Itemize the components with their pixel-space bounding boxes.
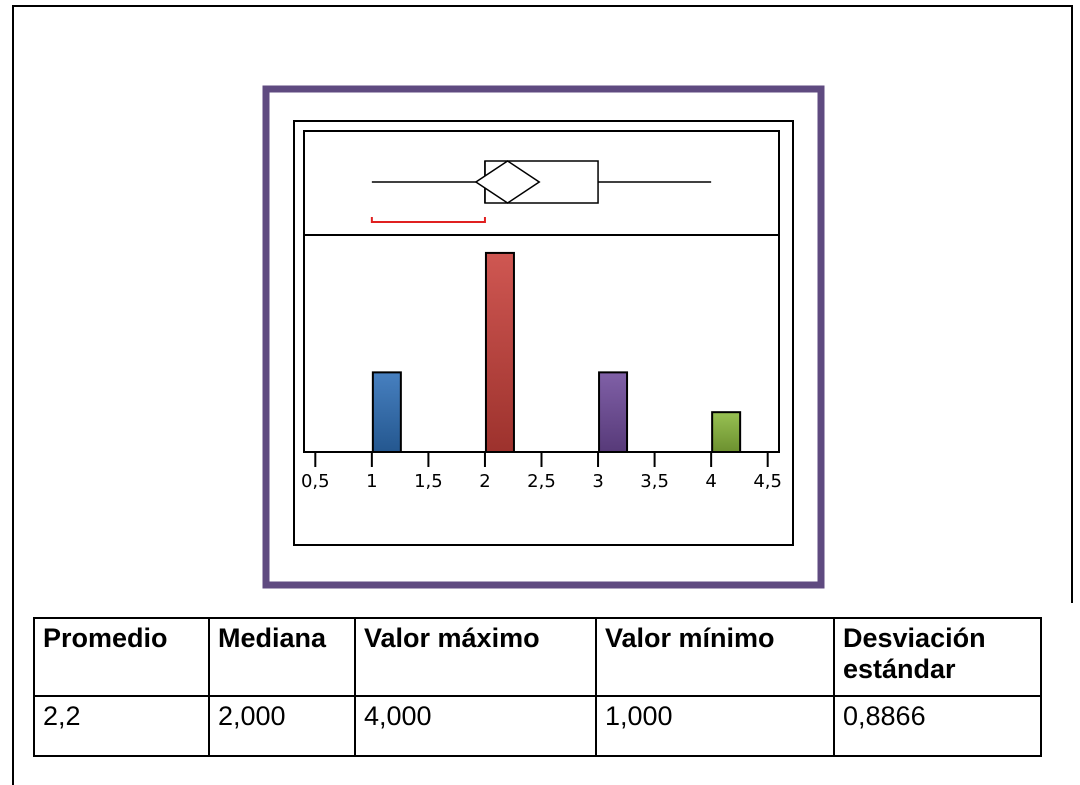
histogram-bar bbox=[484, 251, 515, 453]
x-tick-label: 4,5 bbox=[753, 471, 782, 492]
x-tick-label: 2 bbox=[479, 471, 490, 492]
stats-header-row: Promedio Mediana Valor máximo Valor míni… bbox=[33, 617, 1042, 697]
stats-table: Promedio Mediana Valor máximo Valor míni… bbox=[33, 617, 1042, 757]
x-tick-label: 3,5 bbox=[640, 471, 669, 492]
histogram-bars bbox=[371, 251, 742, 453]
x-tick-label: 2,5 bbox=[527, 471, 556, 492]
value-promedio: 2,2 bbox=[33, 695, 210, 757]
x-tick-label: 3 bbox=[592, 471, 603, 492]
header-desviacion-estandar: Desviación estándar bbox=[833, 617, 1042, 697]
histogram-bar bbox=[371, 371, 402, 453]
x-tick-label: 1 bbox=[366, 471, 377, 492]
stats-value-row: 2,2 2,000 4,000 1,000 0,8866 bbox=[33, 695, 1042, 757]
header-promedio: Promedio bbox=[33, 617, 210, 697]
boxplot-panel bbox=[303, 130, 780, 236]
value-valor-minimo: 1,000 bbox=[595, 695, 835, 757]
boxplot-mean-diamond bbox=[474, 160, 541, 204]
value-valor-maximo: 4,000 bbox=[354, 695, 597, 757]
header-valor-minimo: Valor mínimo bbox=[595, 617, 835, 697]
header-mediana: Mediana bbox=[208, 617, 356, 697]
chart-outer-frame bbox=[262, 85, 825, 589]
header-valor-maximo: Valor máximo bbox=[354, 617, 597, 697]
histogram-bar bbox=[711, 411, 742, 453]
histogram-bar bbox=[598, 371, 629, 453]
value-mediana: 2,000 bbox=[208, 695, 356, 757]
boxplot bbox=[370, 160, 712, 223]
x-tick-label: 4 bbox=[705, 471, 716, 492]
value-desviacion-estandar: 0,8866 bbox=[833, 695, 1042, 757]
x-tick-label: 1,5 bbox=[414, 471, 443, 492]
x-axis: 0,5 1 1,5 2 2,5 3 3,5 4 4,5 bbox=[301, 452, 782, 492]
x-tick-label: 0,5 bbox=[301, 471, 330, 492]
